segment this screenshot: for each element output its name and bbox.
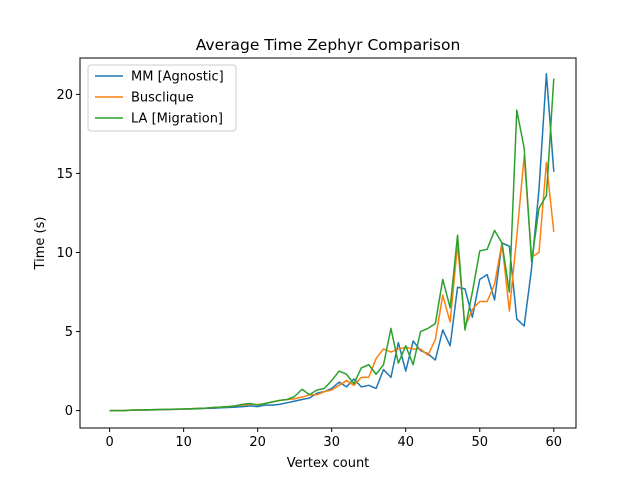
y-tick-label: 5: [65, 325, 73, 340]
series-line-2: [109, 78, 555, 412]
x-tick-label: 40: [397, 435, 414, 450]
legend-label-2: LA [Migration]: [131, 112, 223, 127]
x-axis-label: Vertex count: [287, 456, 370, 471]
y-tick-label: 10: [56, 246, 73, 261]
y-axis-ticks: 0 5 10 15 20: [56, 88, 80, 419]
x-tick-label: 10: [175, 435, 192, 450]
chart-title: Average Time Zephyr Comparison: [196, 36, 461, 54]
y-tick-label: 15: [56, 167, 73, 182]
plot-frame: [79, 57, 577, 429]
plot-lines: [109, 73, 555, 412]
y-tick-label: 0: [65, 404, 73, 419]
legend-label-1: Busclique: [131, 91, 194, 106]
x-tick-label: 30: [323, 435, 340, 450]
x-tick-label: 50: [471, 435, 488, 450]
x-tick-label: 60: [546, 435, 563, 450]
legend-label-0: MM [Agnostic]: [131, 70, 224, 85]
y-tick-label: 20: [56, 88, 73, 103]
x-axis-ticks: 0 10 20 30 40 50 60: [105, 428, 562, 450]
x-tick-label: 0: [105, 435, 113, 450]
legend: MM [Agnostic] Busclique LA [Migration]: [87, 64, 237, 132]
x-tick-label: 20: [249, 435, 266, 450]
y-axis-label: Time (s): [33, 217, 48, 271]
legend-box: [87, 64, 237, 132]
